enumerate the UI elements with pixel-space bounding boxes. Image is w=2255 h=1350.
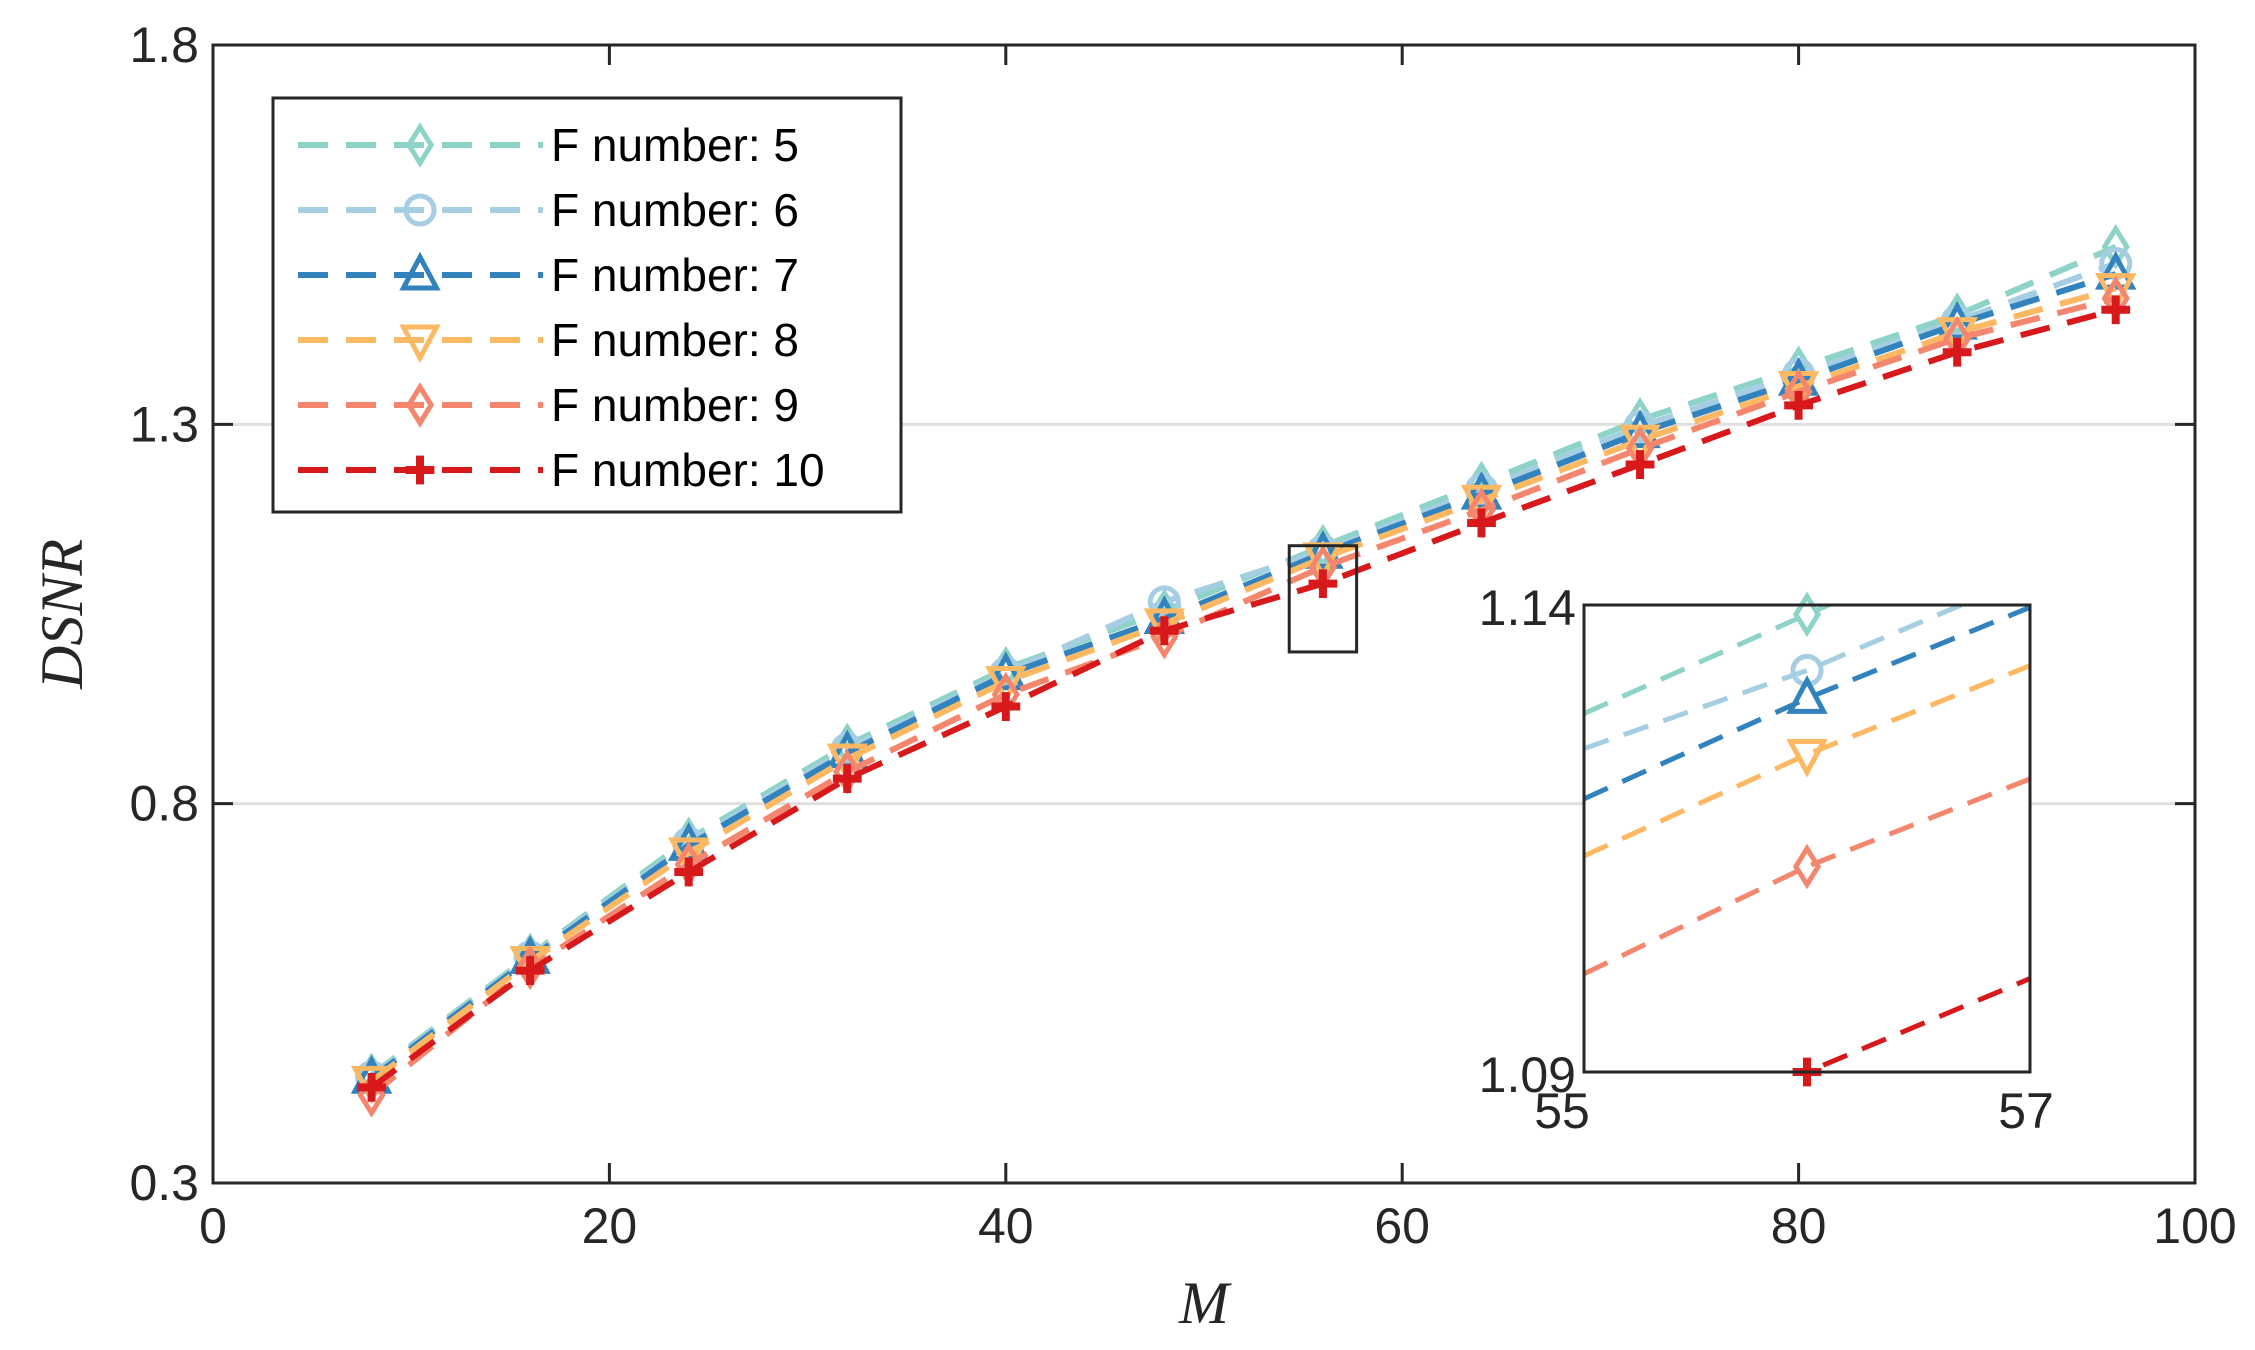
x-tick-label: 40	[978, 1198, 1034, 1254]
data-point	[357, 1073, 386, 1102]
inset-frame	[1582, 603, 2032, 1074]
data-point	[1149, 616, 1179, 646]
y-tick-label: 1.3	[129, 396, 199, 452]
inset-data-point	[1792, 843, 1822, 890]
legend-box	[271, 96, 903, 514]
inset-data-point	[1792, 591, 1822, 638]
legend-marker	[399, 251, 441, 291]
data-point	[516, 944, 545, 991]
legend-label: F number: 10	[551, 444, 825, 496]
y-tick-label: 0.3	[129, 1155, 199, 1211]
inset-background	[1584, 605, 2030, 1072]
legend-marker	[405, 455, 435, 485]
legend-label: F number: 5	[551, 119, 799, 171]
legend-label: F number: 6	[551, 184, 799, 236]
legend-label: F number: 7	[551, 249, 799, 301]
x-tick-label: 100	[2153, 1198, 2236, 1254]
inset-y-tick-label: 1.09	[1479, 1047, 1576, 1103]
y-tick-label: 1.8	[129, 17, 199, 73]
data-point	[991, 692, 1021, 721]
data-point	[1625, 450, 1655, 479]
data-point	[515, 956, 545, 985]
series-line	[369, 285, 2117, 1084]
inset-data-point	[1786, 738, 1828, 778]
legend-label: F number: 8	[551, 314, 799, 366]
inset-x-tick-label: 55	[1534, 1083, 1590, 1139]
data-point	[826, 743, 868, 783]
data-point	[2094, 250, 2137, 290]
x-tick-label: 0	[199, 1198, 227, 1254]
axes: 0 20 40 60 80 100 0.3 0.8 1.3 1.8	[129, 17, 2236, 1254]
inset-data-point	[1786, 675, 1828, 714]
data-point	[832, 764, 862, 794]
legend-label: F number: 9	[551, 379, 799, 431]
data-point	[674, 857, 704, 887]
x-tick-label: 20	[582, 1198, 638, 1254]
inset-series-line	[1798, 976, 2030, 1072]
x-tick-label: 60	[1374, 1198, 1430, 1254]
legend: F number: 5 F number: 6 F number: 7 F numbe…	[271, 96, 903, 514]
data-point	[2101, 295, 2131, 325]
data-point	[985, 666, 1027, 705]
inset-x-tick-label: 57	[1998, 1083, 2054, 1139]
data-point	[1619, 409, 1661, 449]
inset-plot-area	[1584, 605, 2030, 1072]
series-line	[369, 306, 2117, 1090]
x-tick-label: 80	[1771, 1198, 1827, 1254]
data-point	[1302, 530, 1344, 569]
legend-marker	[405, 382, 435, 428]
data-point	[985, 651, 1027, 691]
data-point	[1784, 390, 1813, 420]
series-lines	[350, 224, 2137, 1118]
data-point	[1308, 569, 1338, 599]
legend-marker	[405, 122, 435, 168]
data-point	[1942, 337, 1972, 367]
series-line	[369, 271, 2117, 1081]
series-line	[369, 295, 2117, 1098]
data-point	[1467, 508, 1496, 538]
plot-frame	[211, 43, 2197, 1185]
zoom-highlight-box	[1287, 544, 1359, 654]
inset-y-tick-label: 1.14	[1479, 580, 1576, 636]
legend-marker	[403, 193, 437, 227]
legend-marker	[399, 324, 441, 364]
inset-series-line	[1584, 605, 1968, 751]
y-tick-label: 0.8	[129, 776, 199, 832]
y-axis-title: DSNR	[29, 539, 95, 690]
x-axis-title: M	[1178, 1270, 1232, 1336]
